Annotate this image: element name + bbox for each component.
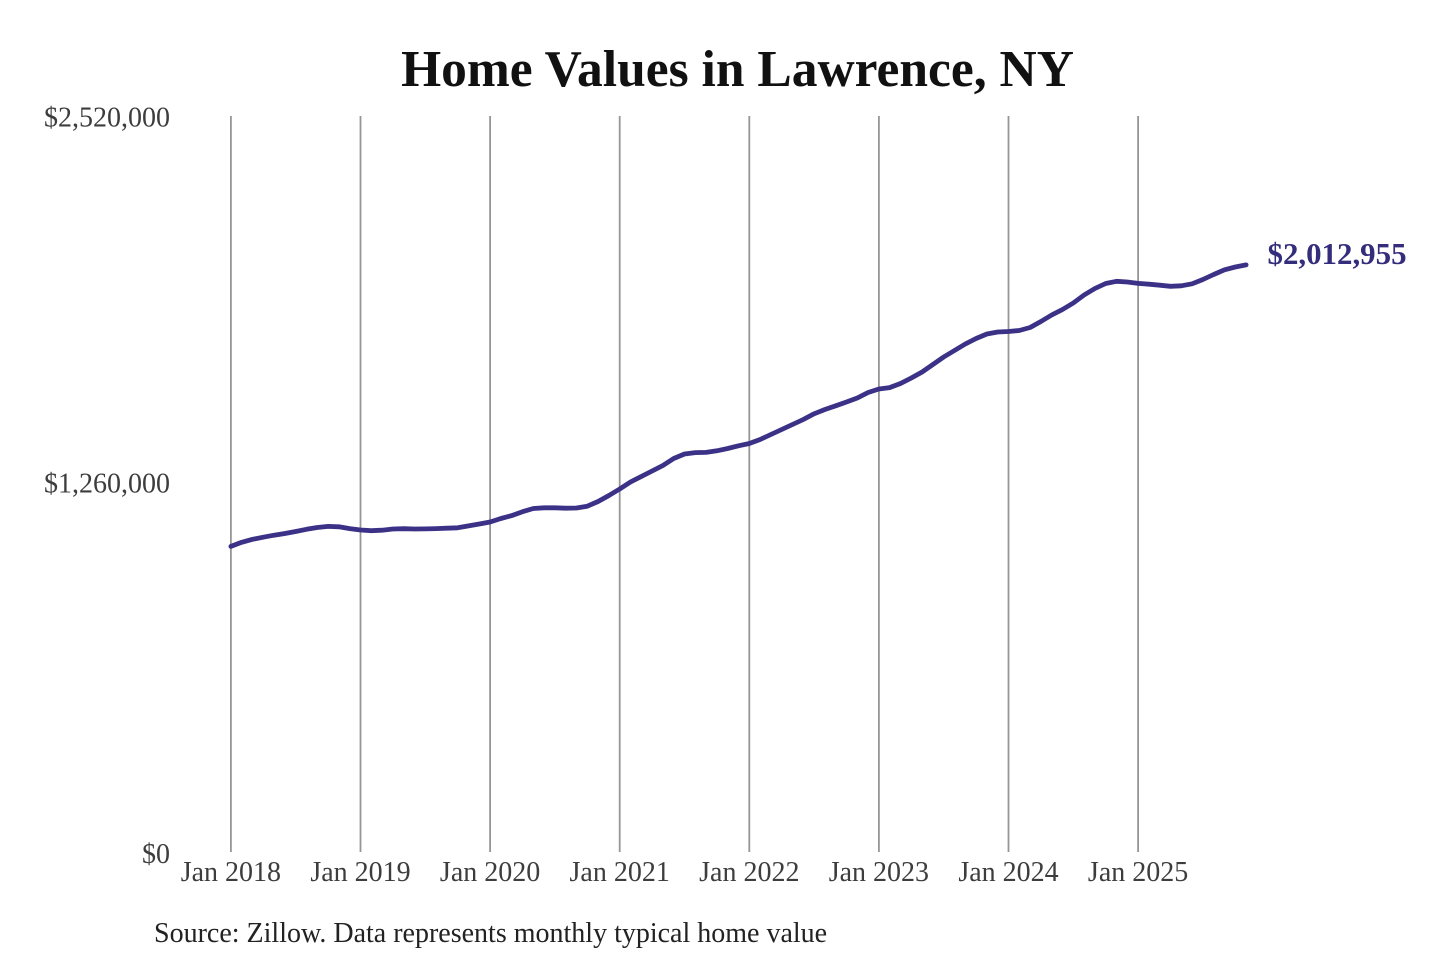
svg-text:Jan 2019: Jan 2019 bbox=[310, 857, 410, 888]
svg-text:Jan 2025: Jan 2025 bbox=[1088, 857, 1188, 888]
svg-text:$0: $0 bbox=[142, 839, 170, 870]
svg-text:Jan 2021: Jan 2021 bbox=[570, 857, 670, 888]
svg-text:$2,012,955: $2,012,955 bbox=[1268, 236, 1407, 271]
svg-text:$1,260,000: $1,260,000 bbox=[44, 468, 170, 499]
svg-text:Jan 2023: Jan 2023 bbox=[829, 857, 929, 888]
svg-text:Home Values in Lawrence, NY: Home Values in Lawrence, NY bbox=[401, 41, 1074, 98]
svg-text:Jan 2024: Jan 2024 bbox=[958, 857, 1058, 888]
svg-text:Jan 2018: Jan 2018 bbox=[181, 857, 281, 888]
svg-text:$2,520,000: $2,520,000 bbox=[44, 102, 170, 133]
svg-text:Jan 2022: Jan 2022 bbox=[699, 857, 799, 888]
svg-text:Jan 2020: Jan 2020 bbox=[440, 857, 540, 888]
svg-text:Source: Zillow. Data represent: Source: Zillow. Data represents monthly … bbox=[154, 918, 827, 949]
